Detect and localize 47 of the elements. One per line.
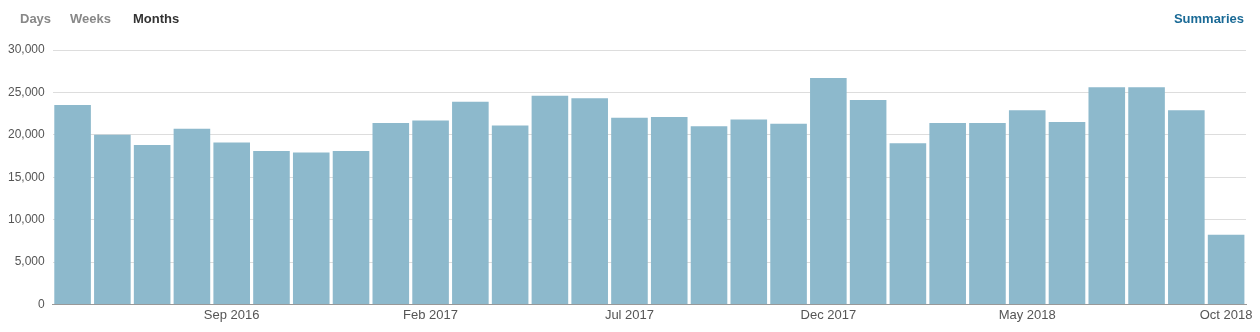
bar — [810, 77, 847, 304]
x-tick-label: May 2018 — [998, 306, 1056, 322]
y-tick-label: 20,000 — [8, 127, 46, 142]
bar — [213, 142, 250, 304]
bar — [571, 98, 608, 304]
bar — [372, 122, 410, 304]
y-tick-label: 0 — [38, 296, 46, 311]
bar — [531, 95, 569, 304]
bar — [491, 125, 529, 304]
bar — [849, 100, 887, 304]
bar — [54, 105, 91, 304]
bar — [1207, 234, 1245, 304]
y-tick-label: 30,000 — [8, 42, 46, 57]
x-tick-label: Oct 2018 — [1199, 306, 1253, 322]
bar — [770, 123, 807, 304]
text: Days — [20, 11, 52, 26]
bar — [253, 150, 290, 304]
bar — [1128, 87, 1165, 304]
y-tick-label: 15,000 — [8, 169, 46, 184]
bar — [412, 120, 449, 304]
bar — [1008, 110, 1046, 304]
bar — [730, 119, 768, 304]
text: Months — [133, 11, 180, 26]
bar — [929, 122, 966, 304]
bar — [452, 101, 489, 304]
y-tick-label: 25,000 — [8, 84, 46, 99]
bar — [611, 117, 648, 304]
x-tick-label: Feb 2017 — [403, 306, 459, 322]
x-tick-label: Sep 2016 — [203, 306, 260, 322]
y-tick-label: 5,000 — [14, 254, 46, 269]
bar — [133, 144, 171, 304]
bar — [650, 116, 688, 304]
text: Weeks — [70, 11, 111, 26]
bar — [94, 134, 131, 304]
bar — [1168, 110, 1205, 304]
bar — [332, 150, 370, 304]
bar — [969, 122, 1006, 304]
y-tick-label: 10,000 — [8, 211, 46, 226]
x-tick-label: Dec 2017 — [800, 306, 857, 322]
bar — [1048, 122, 1086, 304]
bar — [292, 152, 330, 304]
x-tick-label: Jul 2017 — [604, 306, 655, 322]
bar — [1088, 87, 1126, 304]
bar — [173, 128, 211, 304]
text: Summaries — [1173, 11, 1244, 26]
bar — [889, 143, 927, 304]
bar — [690, 126, 728, 304]
